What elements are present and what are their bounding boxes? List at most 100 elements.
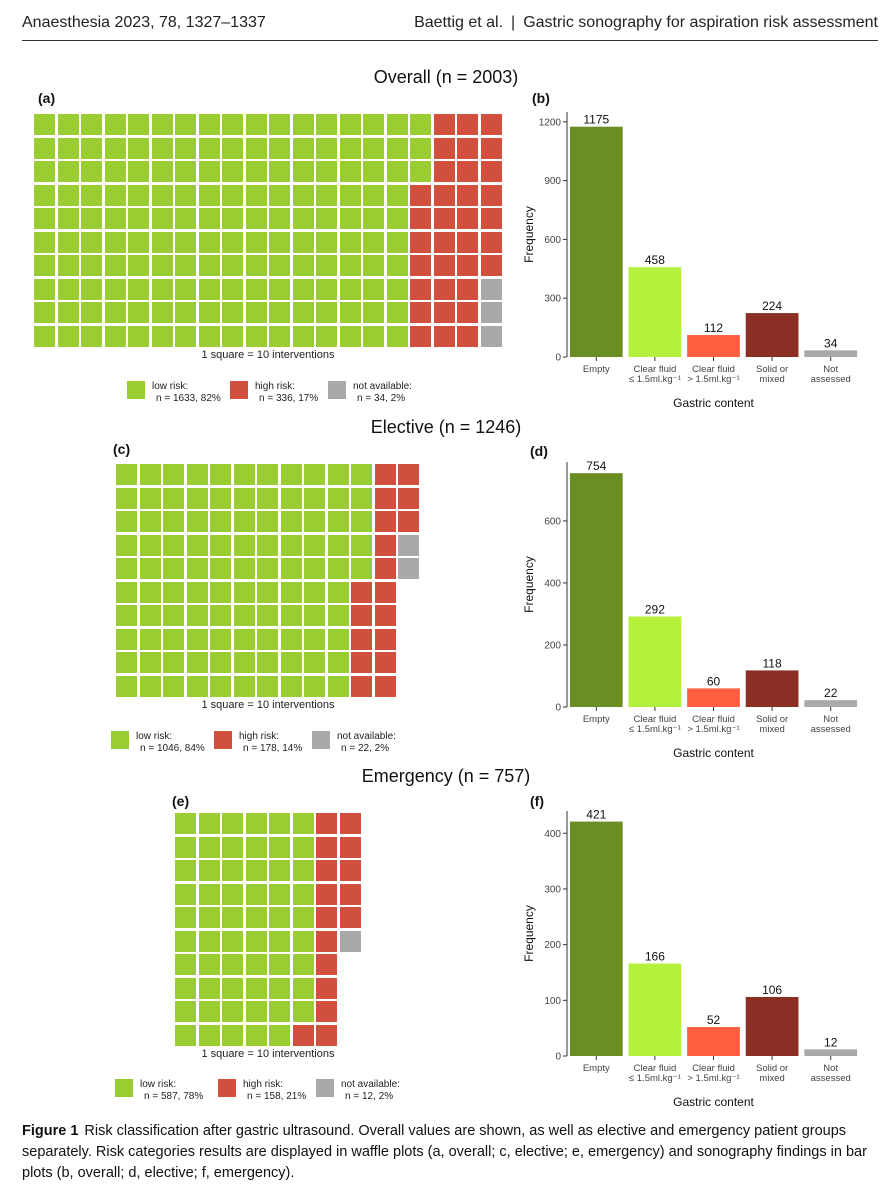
waffle-square-low bbox=[292, 208, 314, 229]
waffle-square-low bbox=[198, 977, 220, 999]
waffle-square-low bbox=[163, 605, 184, 626]
waffle-square-low bbox=[198, 302, 220, 323]
bar-3 bbox=[745, 670, 799, 707]
waffle-square-low bbox=[327, 464, 349, 485]
y-axis-title: Frequency bbox=[522, 206, 536, 263]
waffle-square-low bbox=[245, 184, 267, 206]
waffle-square-low bbox=[151, 137, 173, 159]
waffle-square-low bbox=[269, 954, 290, 975]
legend-label-low: low risk: n = 587, 78% bbox=[140, 1079, 203, 1103]
waffle-square-low bbox=[386, 278, 408, 300]
waffle-square-low bbox=[292, 325, 314, 347]
waffle-square-high bbox=[398, 487, 419, 509]
legend-label-line2: n = 178, 14% bbox=[243, 743, 303, 754]
waffle-square-high bbox=[410, 325, 431, 347]
waffle-square-low bbox=[386, 231, 408, 253]
x-tick-label: assessed bbox=[811, 724, 851, 735]
x-tick-label: ≤ 1.5ml.kg⁻¹ bbox=[629, 374, 681, 385]
waffle-square-low bbox=[163, 675, 184, 697]
data-label: 166 bbox=[645, 950, 665, 964]
panel-letter-c: (c) bbox=[113, 441, 131, 457]
authors: Baettig et al. bbox=[414, 14, 504, 31]
waffle-square-low bbox=[210, 464, 231, 485]
waffle-square-low bbox=[57, 231, 79, 253]
waffle-square-low bbox=[116, 605, 137, 626]
waffle-square-low bbox=[175, 1001, 196, 1022]
bar-1 bbox=[628, 963, 682, 1056]
waffle-square-low bbox=[292, 255, 314, 276]
square-note-emergency: 1 square = 10 interventions bbox=[201, 1048, 335, 1060]
waffle-square-low bbox=[233, 464, 255, 485]
waffle-square-low bbox=[304, 628, 325, 650]
data-label: 118 bbox=[763, 656, 782, 670]
waffle-square-low bbox=[269, 1024, 290, 1046]
x-tick-label: > 1.5ml.kg⁻¹ bbox=[687, 724, 739, 735]
waffle-square-low bbox=[304, 487, 325, 509]
waffle-square-low bbox=[186, 464, 208, 485]
waffle-square-low bbox=[339, 325, 361, 347]
waffle-square-low bbox=[163, 511, 184, 532]
waffle-square-low bbox=[104, 161, 126, 182]
data-label: 1175 bbox=[583, 113, 609, 127]
bar-2 bbox=[687, 335, 740, 357]
waffle-square-low bbox=[269, 907, 290, 928]
waffle-square-low bbox=[210, 581, 231, 603]
waffle-square-low bbox=[198, 813, 220, 834]
waffle-square-low bbox=[116, 464, 137, 485]
waffle-square-low bbox=[175, 977, 196, 999]
waffle-square-low bbox=[139, 675, 161, 697]
x-tick-label: assessed bbox=[811, 1073, 851, 1084]
waffle-square-low bbox=[386, 137, 408, 159]
waffle-square-low bbox=[269, 1001, 290, 1022]
waffle-square-low bbox=[292, 954, 314, 975]
x-tick-label: Solid or bbox=[756, 364, 788, 375]
waffle-square-high bbox=[457, 255, 478, 276]
waffle-square-low bbox=[104, 114, 126, 135]
waffle-square-low bbox=[280, 558, 302, 579]
legend-swatch-high bbox=[218, 1079, 236, 1097]
waffle-square-low bbox=[57, 302, 79, 323]
waffle-square-low bbox=[151, 325, 173, 347]
waffle-square-low bbox=[175, 325, 196, 347]
waffle-square-na bbox=[480, 278, 502, 300]
waffle-square-low bbox=[128, 161, 149, 182]
waffle-square-low bbox=[280, 581, 302, 603]
waffle-square-low bbox=[280, 652, 302, 673]
x-tick-label: Clear fluid bbox=[692, 714, 735, 725]
waffle-square-high bbox=[316, 907, 337, 928]
legend-label-high: high risk: n = 336, 17% bbox=[255, 381, 318, 405]
x-tick-label: Clear fluid bbox=[634, 714, 677, 725]
waffle-square-low bbox=[34, 184, 55, 206]
legend-label-line1: low risk: bbox=[140, 1079, 177, 1090]
waffle-square-high bbox=[457, 302, 478, 323]
waffle-square-low bbox=[386, 114, 408, 135]
header-rule bbox=[22, 40, 878, 41]
waffle-square-low bbox=[327, 652, 349, 673]
waffle-square-low bbox=[292, 1001, 314, 1022]
waffle-square-low bbox=[198, 836, 220, 858]
waffle-square-low bbox=[186, 558, 208, 579]
data-label: 34 bbox=[824, 336, 838, 350]
waffle-square-high bbox=[374, 558, 396, 579]
waffle-square-low bbox=[269, 255, 290, 276]
waffle-square-low bbox=[175, 255, 196, 276]
waffle-square-low bbox=[104, 208, 126, 229]
waffle-square-low bbox=[163, 652, 184, 673]
waffle-square-low bbox=[139, 511, 161, 532]
waffle-square-high bbox=[398, 511, 419, 532]
legend-label-line2: n = 1633, 82% bbox=[156, 393, 221, 404]
waffle-square-high bbox=[457, 325, 478, 347]
waffle-square-low bbox=[139, 581, 161, 603]
waffle-square-low bbox=[245, 977, 267, 999]
waffle-square-low bbox=[233, 511, 255, 532]
waffle-square-high bbox=[316, 930, 337, 952]
y-tick-label: 1200 bbox=[539, 117, 562, 128]
waffle-square-low bbox=[327, 558, 349, 579]
waffle-square-low bbox=[128, 184, 149, 206]
waffle-square-low bbox=[210, 628, 231, 650]
waffle-square-low bbox=[233, 558, 255, 579]
waffle-square-low bbox=[34, 278, 55, 300]
waffle-square-low bbox=[245, 954, 267, 975]
waffle-square-low bbox=[410, 137, 431, 159]
legend-swatch-high bbox=[214, 731, 232, 749]
